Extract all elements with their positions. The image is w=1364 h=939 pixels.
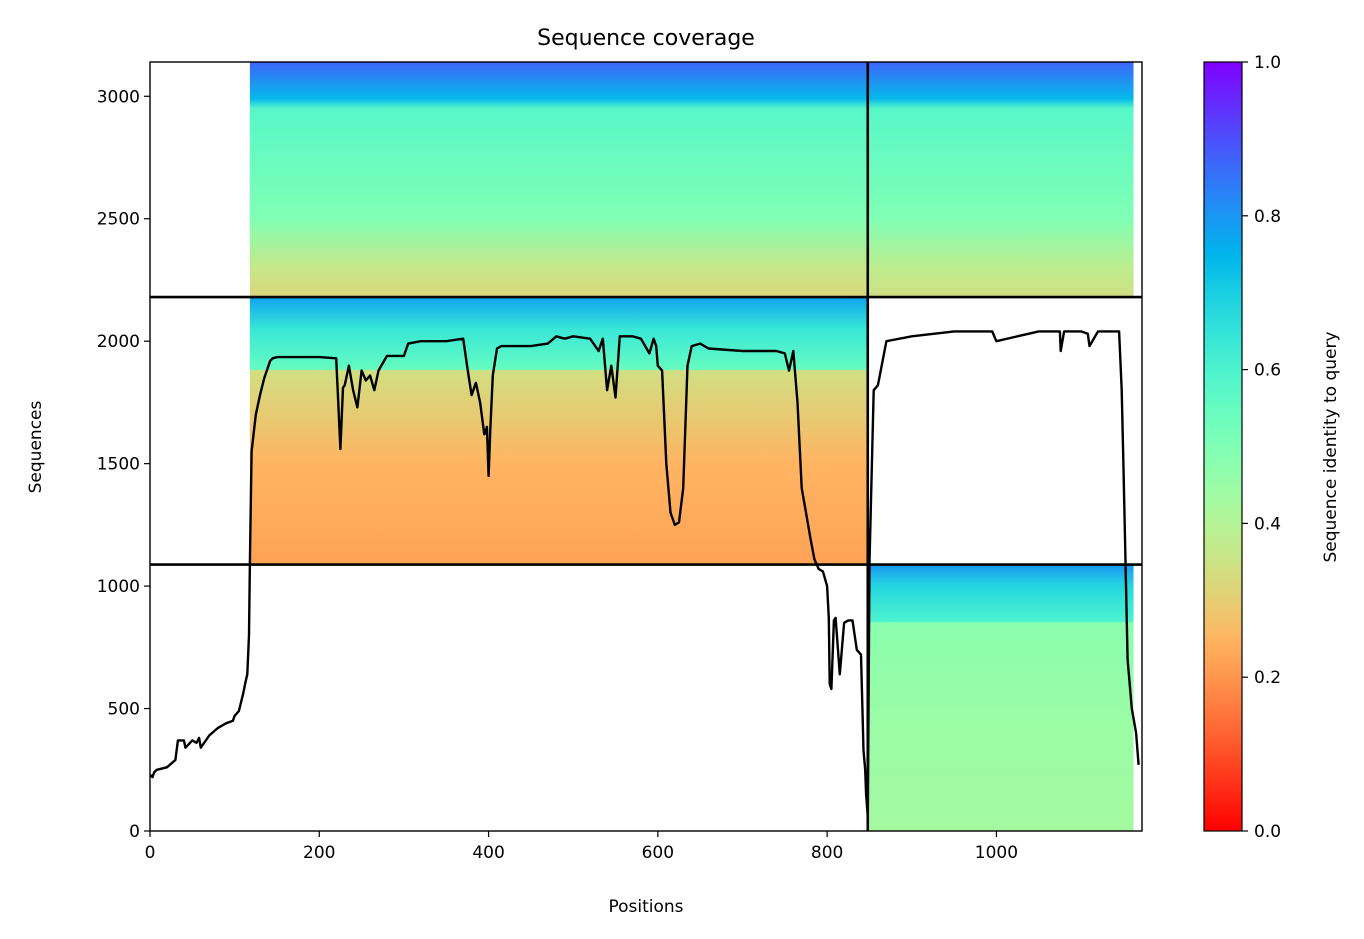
coverage-line	[150, 330, 1140, 818]
coverage-line-layer	[150, 330, 1140, 818]
plot-frame	[149, 61, 1143, 832]
y-axis-label: Sequences	[26, 401, 46, 494]
colorbar-tick-label: 1.0	[1254, 53, 1281, 73]
x-tick-label: 200	[303, 843, 335, 863]
colorbar	[1203, 61, 1243, 832]
colorbar-label: Sequence identity to query	[1321, 331, 1341, 562]
x-tick-label: 1000	[975, 843, 1018, 863]
colorbar-tick-label: 0.0	[1254, 822, 1281, 842]
chart-title: Sequence coverage	[537, 26, 755, 51]
colorbar-tick-label: 0.4	[1254, 514, 1281, 534]
y-tick-label: 500	[108, 700, 140, 720]
x-axis-label: Positions	[608, 897, 683, 917]
x-tick-label: 800	[811, 843, 843, 863]
colorbar-ticks: 0.0 0.2 0.4 0.6 0.8 1.0	[1242, 53, 1281, 842]
colorbar-tick-label: 0.6	[1254, 361, 1281, 381]
block-chain2-unpaired	[867, 564, 1134, 831]
x-tick-label: 0	[145, 843, 156, 863]
y-tick-label: 3000	[97, 87, 140, 107]
colorbar-tick-label: 0.2	[1254, 668, 1281, 688]
x-tick-label: 400	[472, 843, 504, 863]
y-tick-label: 1500	[97, 455, 140, 475]
y-axis-ticks: 0 500 1000 1500 2000 2500 3000	[97, 87, 150, 842]
x-axis-ticks: 0 200 400 600 800 1000	[145, 831, 1018, 863]
block-chain2-pair	[867, 62, 1134, 298]
y-tick-label: 2500	[97, 210, 140, 230]
x-tick-label: 600	[642, 843, 674, 863]
y-tick-label: 1000	[97, 577, 140, 597]
heatmap-layer	[249, 62, 1134, 831]
block-chain1-pair	[249, 62, 868, 298]
y-tick-label: 2000	[97, 332, 140, 352]
colorbar-tick-label: 0.8	[1254, 207, 1281, 227]
y-tick-label: 0	[129, 822, 140, 842]
block-chain1-unpaired	[249, 297, 868, 565]
